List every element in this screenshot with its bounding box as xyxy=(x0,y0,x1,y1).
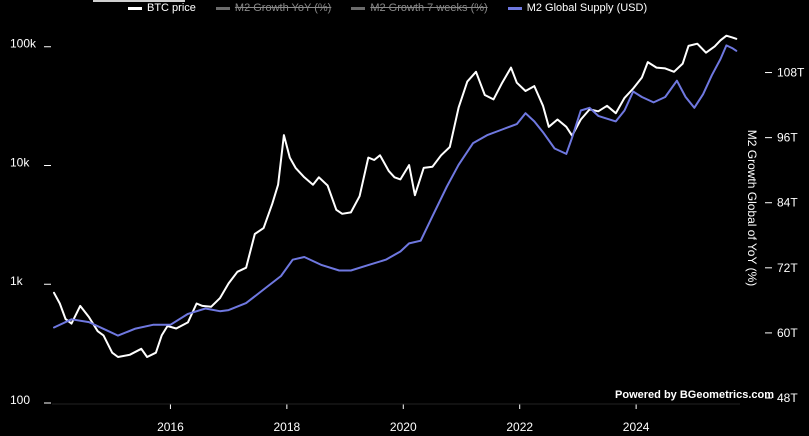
legend-label-btc-price: BTC price xyxy=(147,2,196,14)
x-tick-label: 2018 xyxy=(273,420,300,434)
series-line-btc-price xyxy=(53,34,738,358)
left-axis: 100 1k 10k 100k xyxy=(10,37,51,407)
right-tick-label: 60T xyxy=(777,326,798,340)
legend-item-btc-price[interactable]: BTC price xyxy=(128,2,196,14)
legend-item-m2-global-supply[interactable]: M2 Global Supply (USD) xyxy=(507,2,648,14)
credit-text: Powered by BGeometrics.com xyxy=(615,389,774,401)
right-tick-label: 96T xyxy=(777,131,798,145)
x-tick-label: 2024 xyxy=(623,420,650,434)
legend-item-m2-growth-7-weeks[interactable]: M2 Growth 7 weeks (%) xyxy=(351,2,488,14)
legend-swatch-m2-growth-7-weeks xyxy=(351,6,366,10)
right-tick-label: 72T xyxy=(777,261,798,275)
right-axis: 48T 60T 72T 84T 96T 108T xyxy=(765,66,805,405)
x-tick-label: 2022 xyxy=(506,420,533,434)
legend: BTC price M2 Growth YoY (%) M2 Growth 7 … xyxy=(128,2,647,14)
legend-label-m2-growth-7-weeks: M2 Growth 7 weeks (%) xyxy=(370,2,488,14)
left-tick-label: 1k xyxy=(10,274,24,288)
x-tick-label: 2020 xyxy=(390,420,417,434)
legend-swatch-m2-global-supply xyxy=(507,6,522,10)
legend-item-m2-growth-yoy[interactable]: M2 Growth YoY (%) xyxy=(215,2,332,14)
legend-label-m2-growth-yoy: M2 Growth YoY (%) xyxy=(234,2,332,14)
legend-overflow-stub xyxy=(93,0,185,2)
right-tick-label: 48T xyxy=(777,391,798,405)
series-line-m2-global-supply-usd xyxy=(53,44,738,337)
series-layer xyxy=(53,34,738,358)
left-tick-label: 10k xyxy=(10,155,30,169)
legend-swatch-m2-growth-yoy xyxy=(215,6,230,10)
x-axis: 2016 2018 2020 2022 2024 xyxy=(52,403,740,434)
x-tick-label: 2016 xyxy=(157,420,184,434)
right-tick-label: 108T xyxy=(777,66,805,80)
right-axis-title: M2 Growth Global of YoY (%) xyxy=(745,130,759,287)
right-tick-label: 84T xyxy=(777,196,798,210)
left-tick-label: 100k xyxy=(10,37,37,51)
legend-swatch-btc-price xyxy=(128,6,142,10)
left-tick-label: 100 xyxy=(10,393,30,407)
legend-label-m2-global-supply: M2 Global Supply (USD) xyxy=(526,2,648,14)
